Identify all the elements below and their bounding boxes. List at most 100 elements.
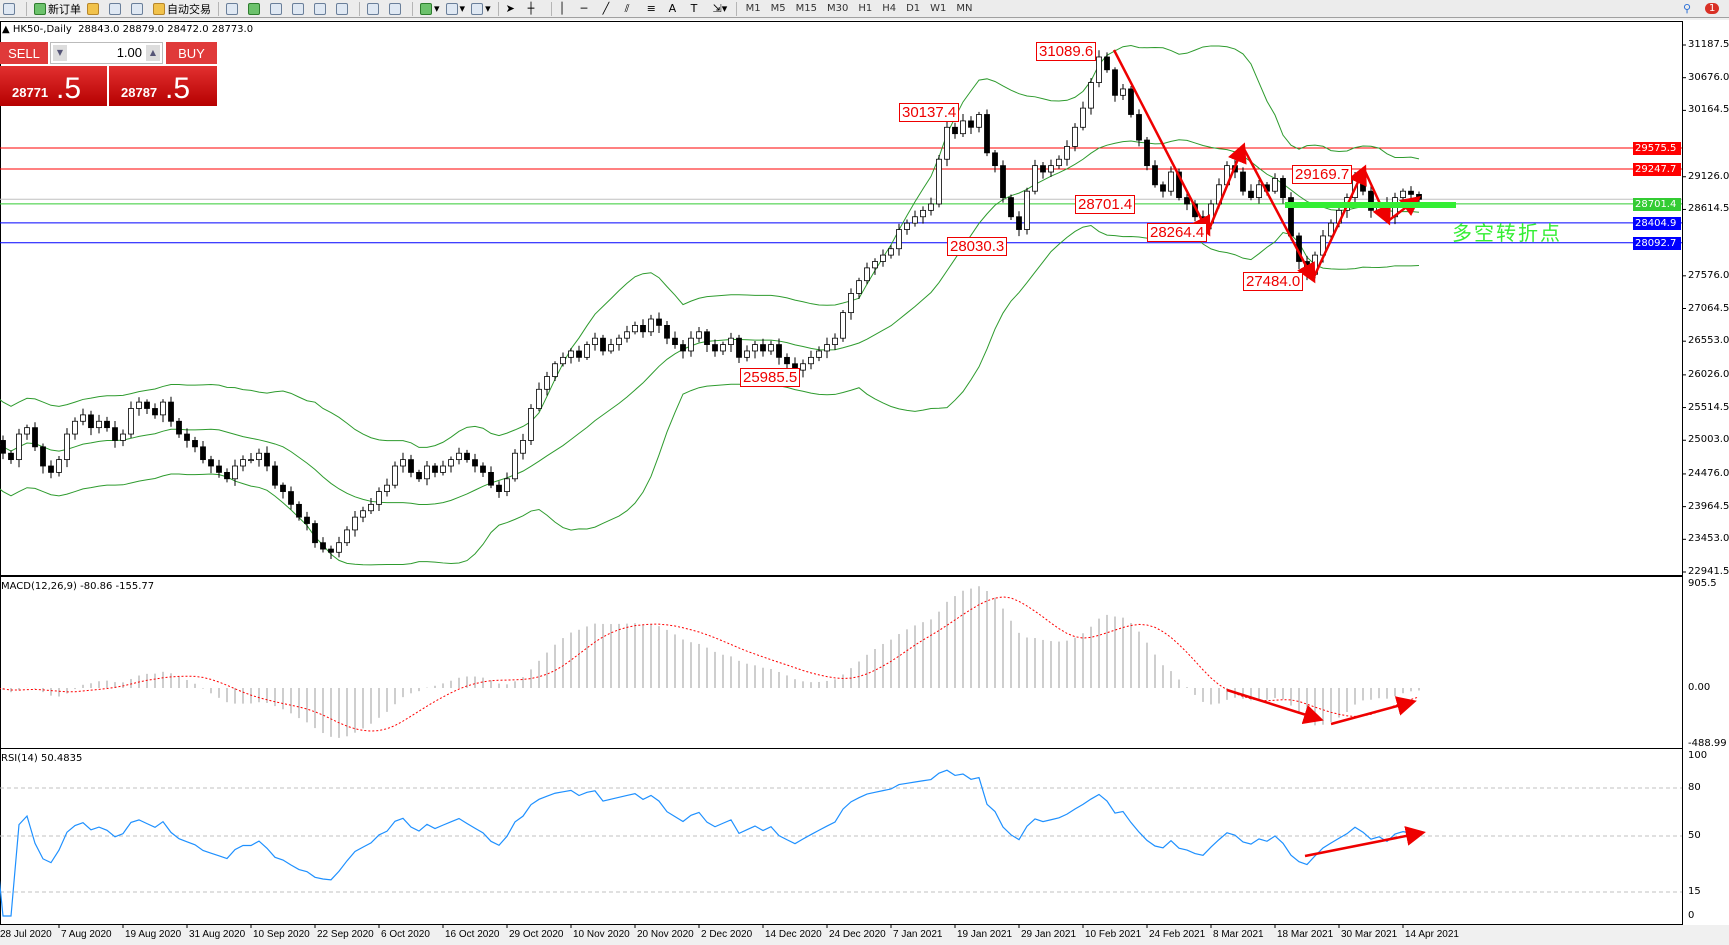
timeframe-d1[interactable]: D1 — [906, 3, 921, 14]
fibonacci-icon[interactable]: ≡ — [646, 2, 656, 15]
chart-window[interactable] — [0, 20, 1729, 925]
price-annotation[interactable]: 28701.4 — [1075, 195, 1136, 214]
sell-button[interactable]: SELL — [0, 42, 48, 64]
market-watch-icon[interactable] — [87, 2, 103, 16]
candle-body — [16, 433, 22, 461]
vertical-line-icon[interactable]: │ — [558, 2, 566, 15]
new-order-button[interactable]: 新订单 — [34, 2, 81, 16]
candle-body — [672, 337, 678, 345]
lot-increase-button[interactable]: ▲ — [146, 45, 160, 61]
templates-icon[interactable]: ▾ — [471, 2, 491, 16]
auto-trading-button[interactable]: 自动交易 — [153, 2, 211, 16]
chart-header: ▲ HK50-,Daily 28843.0 28879.0 28472.0 28… — [2, 24, 254, 35]
candle-body — [1064, 146, 1070, 160]
buy-price-pips: .5 — [165, 72, 191, 105]
zoom-out-icon[interactable] — [314, 2, 330, 16]
timeframe-m1[interactable]: M1 — [745, 3, 761, 14]
price-line-tag[interactable]: 28701.4 — [1633, 197, 1681, 211]
candle-body — [312, 523, 318, 544]
text-icon[interactable]: A — [668, 2, 677, 15]
timeframe-mn[interactable]: MN — [956, 3, 973, 14]
buy-price-button[interactable]: 28787 .5 — [109, 66, 217, 106]
price-annotation[interactable]: 30137.4 — [899, 103, 960, 122]
candle-body — [488, 471, 494, 486]
candle-body — [256, 452, 262, 461]
price-annotation[interactable]: 28264.4 — [1147, 223, 1208, 242]
signals-icon[interactable] — [131, 2, 147, 16]
candlestick-icon[interactable] — [248, 2, 264, 16]
macd-axis-label: 0.00 — [1688, 682, 1711, 693]
timeframe-h4[interactable]: H4 — [882, 3, 897, 14]
cursor-icon[interactable]: ➤ — [505, 2, 515, 15]
candle-body — [40, 446, 46, 467]
navigator-icon[interactable] — [109, 2, 125, 16]
candle-body — [624, 331, 630, 339]
candle-body — [688, 337, 694, 352]
date-axis-label: 22 Sep 2020 — [317, 929, 374, 940]
bar-chart-icon[interactable] — [226, 2, 242, 16]
zoom-icon[interactable] — [3, 2, 19, 16]
price-axis-label: 28614.5 — [1688, 203, 1729, 215]
price-axis-label: 29126.0 — [1688, 170, 1729, 182]
date-axis-label: 6 Oct 2020 — [381, 929, 430, 940]
lot-stepper[interactable]: ▼ 1.00 ▲ — [50, 42, 163, 64]
timeframe-h1[interactable]: H1 — [858, 3, 873, 14]
sell-price-button[interactable]: 28771 .5 — [0, 66, 107, 106]
candle-body — [768, 344, 774, 352]
timeframe-w1[interactable]: W1 — [930, 3, 947, 14]
indicators-icon[interactable]: ▾ — [420, 2, 440, 16]
price-line-tag[interactable]: 29575.5 — [1633, 142, 1681, 156]
candle-body — [1144, 139, 1150, 167]
price-line-tag[interactable]: 29247.7 — [1633, 162, 1681, 176]
timeframe-m30[interactable]: M30 — [826, 3, 849, 14]
lot-input[interactable]: 1.00 — [116, 45, 142, 60]
candle-body — [272, 465, 278, 486]
buy-button[interactable]: BUY — [166, 42, 217, 64]
rsi-axis-label: 0 — [1688, 910, 1695, 921]
price-axis-label: 23964.5 — [1688, 500, 1729, 512]
horizontal-line-icon[interactable]: ─ — [580, 2, 588, 15]
price-axis-label: 30164.5 — [1688, 104, 1729, 116]
price-annotation[interactable]: 31089.6 — [1036, 42, 1097, 61]
tile-windows-icon[interactable] — [336, 2, 352, 16]
candle-body — [208, 459, 214, 467]
text-label-icon[interactable]: T — [690, 2, 698, 15]
zoom-in-icon[interactable] — [292, 2, 308, 16]
ohlc-values: 28843.0 28879.0 28472.0 28773.0 — [78, 24, 254, 35]
candle-body — [960, 120, 966, 135]
periods-icon[interactable]: ▾ — [445, 2, 465, 16]
timeframe-m5[interactable]: M5 — [770, 3, 786, 14]
candle-body — [712, 344, 718, 352]
price-annotation[interactable]: 28030.3 — [947, 237, 1008, 256]
price-annotation[interactable]: 29169.7 — [1292, 165, 1353, 184]
timeframe-m15[interactable]: M15 — [795, 3, 817, 14]
candle-body — [1408, 190, 1414, 195]
arrows-icon[interactable]: ⇲▾ — [712, 2, 728, 15]
trend-arrow — [1112, 49, 1211, 237]
candle-body — [344, 529, 350, 544]
candle-body — [576, 350, 582, 358]
line-chart-icon[interactable] — [270, 2, 286, 16]
crosshair-icon[interactable]: ┼ — [527, 2, 535, 15]
search-icon[interactable]: ⚲ — [1683, 2, 1692, 15]
lot-decrease-button[interactable]: ▼ — [53, 45, 67, 61]
price-annotation[interactable]: 27484.0 — [1243, 272, 1304, 291]
price-axis-label: 30676.0 — [1688, 71, 1729, 83]
candle-body — [1328, 222, 1334, 237]
date-axis-label: 29 Oct 2020 — [509, 929, 564, 940]
chart-shift-icon[interactable] — [389, 2, 405, 16]
price-line-tag[interactable]: 28092.7 — [1633, 236, 1681, 250]
candle-body — [1096, 56, 1102, 83]
equidistant-channel-icon[interactable]: ⫽ — [624, 1, 630, 15]
sell-price: 28771 — [12, 85, 49, 100]
price-annotation[interactable]: 25985.5 — [740, 368, 801, 387]
pivot-text[interactable]: 多空转折点 — [1452, 221, 1562, 245]
notifications-icon[interactable]: 1 — [1705, 2, 1721, 16]
panel-border — [0, 21, 1683, 576]
rsi-axis-label: 50 — [1688, 830, 1701, 841]
autoscroll-icon[interactable] — [367, 2, 383, 16]
price-line-tag[interactable]: 28404.9 — [1633, 216, 1681, 230]
candle-body — [96, 420, 102, 429]
trendline-icon[interactable]: ╱ — [602, 2, 610, 15]
